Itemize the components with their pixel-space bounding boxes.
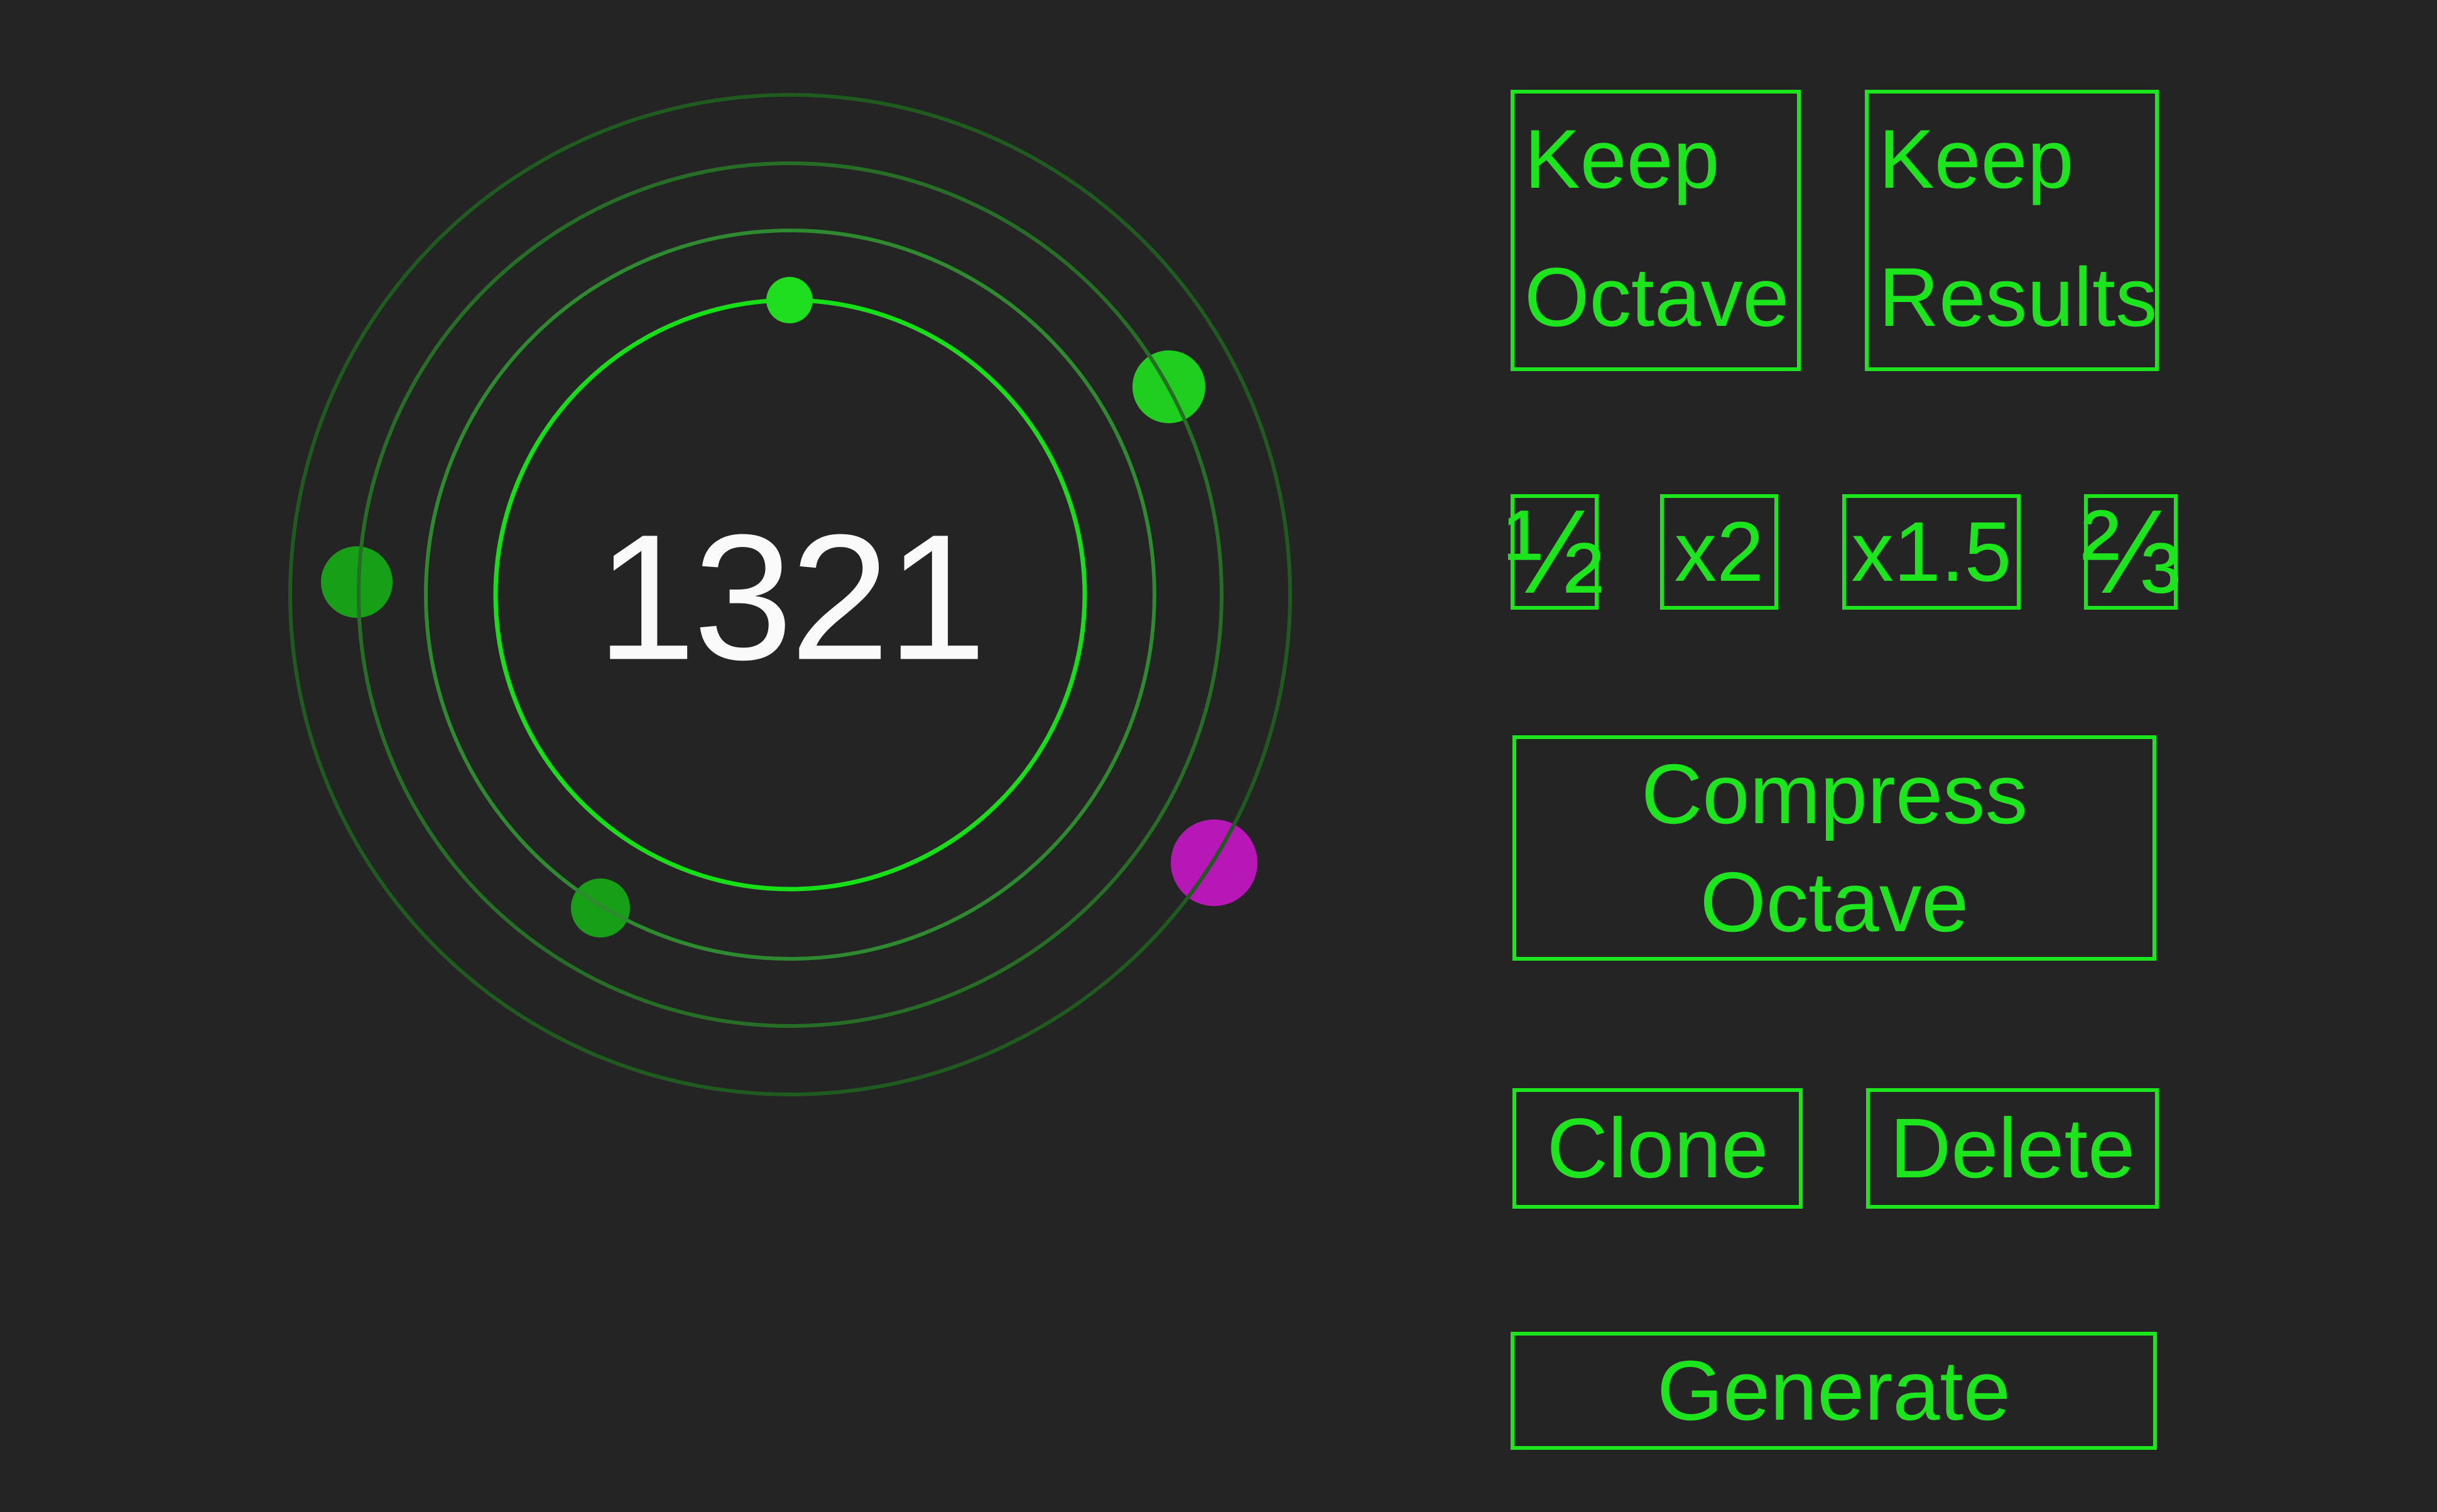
orbit-ring-third (357, 161, 1224, 1028)
multiply-x2-button[interactable]: x2 (1660, 494, 1778, 610)
orbit-ring-second (424, 229, 1156, 961)
keep-results-label-line1: Keep (1879, 113, 2074, 206)
multiply-x1-5-button[interactable]: x1.5 (1842, 494, 2021, 610)
keep-octave-button[interactable]: Keep Octave (1511, 90, 1801, 371)
keep-octave-label-line2: Octave (1524, 251, 1789, 345)
frequency-value: 1321 (596, 497, 987, 698)
note-dot-lower-left[interactable] (571, 878, 630, 937)
orbit-ring-outer (288, 93, 1292, 1096)
keep-octave-label-line1: Keep (1524, 113, 1720, 206)
compress-octave-button[interactable]: Compress Octave (1512, 735, 2156, 961)
delete-button[interactable]: Delete (1866, 1088, 2159, 1209)
generate-button[interactable]: Generate (1511, 1332, 2157, 1450)
note-dot-left[interactable] (321, 546, 393, 618)
compress-octave-label-line2: Octave (1700, 854, 1969, 949)
multiply-half-button[interactable]: ½ (1504, 485, 1605, 618)
note-dot-top[interactable] (766, 277, 813, 323)
clone-button[interactable]: Clone (1512, 1088, 1803, 1209)
compress-octave-label-line1: Compress (1641, 747, 2028, 842)
multiply-two-thirds-button[interactable]: ⅔ (2081, 485, 2181, 618)
keep-results-button[interactable]: Keep Results (1865, 90, 2159, 371)
keep-results-label-line2: Results (1879, 251, 2157, 345)
